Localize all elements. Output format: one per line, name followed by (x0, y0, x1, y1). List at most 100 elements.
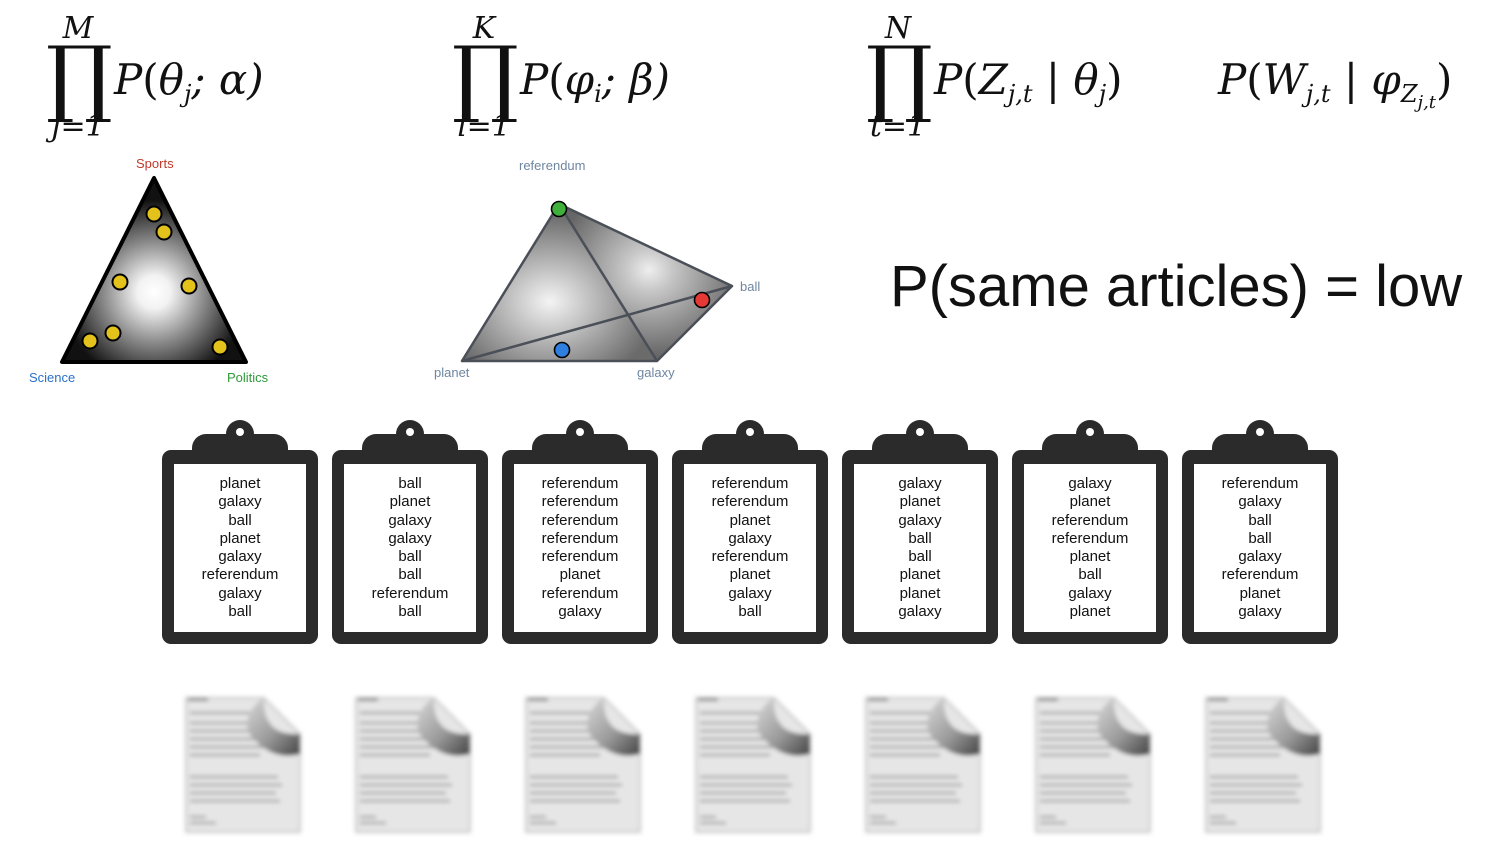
headline-probability: P(same articles) = low (890, 254, 1463, 319)
clipboard-clip-hole (746, 428, 754, 436)
topic-point (111, 273, 129, 291)
clipboard-word: galaxy (898, 603, 942, 621)
clipboard-word: planet (1239, 584, 1281, 602)
clipboard-word: ball (908, 529, 932, 547)
clipboard: planet galaxy ball planet galaxy referendum ga… (162, 418, 318, 646)
clipboard: referendum referendum planet galaxy referend… (672, 418, 828, 646)
clipboard-word: ball (228, 603, 252, 621)
clipboard-word: referendum (541, 493, 619, 511)
clipboard-word: planet (389, 493, 431, 511)
clipboard-word: galaxy (728, 584, 772, 602)
simplex-label-galaxy: galaxy (637, 365, 675, 380)
topic-point (104, 324, 122, 342)
clipboard-clip-hole (916, 428, 924, 436)
clipboard-word: ball (1078, 566, 1102, 584)
clipboard-word: planet (219, 475, 261, 492)
clipboard-word-list: planet galaxy ball planet galaxy referendum ga… (174, 475, 306, 621)
clipboard-word-list: referendum galaxy ball ball galaxy referendum… (1194, 475, 1326, 621)
document-icon (348, 692, 478, 842)
clipboard-word: ball (398, 548, 422, 566)
clipboard-word: galaxy (1068, 475, 1112, 492)
document-icon (1198, 692, 1328, 842)
product-lower-limit: i=1 (457, 109, 511, 144)
clipboard-word: referendum (541, 584, 619, 602)
word-simplex (460, 200, 734, 363)
topic-point (155, 223, 173, 241)
clipboard-word: referendum (371, 584, 449, 602)
clipboard-word: planet (1069, 603, 1111, 621)
clipboard-paper (1194, 464, 1326, 632)
clipboard-word-list: referendum referendum referendum referendum… (514, 475, 646, 621)
simplex-label-sports: Sports (136, 156, 174, 171)
clipboard-word: galaxy (898, 475, 942, 492)
clipboard-word: ball (1248, 529, 1272, 547)
simplex-label-referendum: referendum (519, 158, 586, 173)
topic-point (81, 332, 99, 350)
clipboard-word-list: ball planet galaxy galaxy ball ball referendum… (344, 475, 476, 621)
clipboard-word-list: galaxy planet referendum referendum planet ba… (1024, 475, 1156, 621)
clipboard-paper (1024, 464, 1156, 632)
clipboard-word: galaxy (728, 529, 772, 547)
clipboard-word: ball (228, 511, 252, 529)
simplex-label-science: Science (29, 370, 76, 385)
topic-points (81, 205, 229, 356)
formula-expression: P(φi; β) (520, 55, 670, 108)
clipboard: ball planet galaxy galaxy ball ball referendum… (332, 418, 488, 646)
clipboard: galaxy planet referendum referendum planet ba… (1012, 418, 1168, 646)
document-icon (858, 692, 988, 842)
clipboard-word: referendum (541, 475, 619, 492)
simplex-triangle (60, 176, 248, 364)
clipboard-paper (344, 464, 476, 632)
clipboard-word: ball (398, 603, 422, 621)
product-symbol: ∏ (866, 28, 933, 126)
clipboard: referendum referendum referendum referendum… (502, 418, 658, 646)
formula-expression: P(θj; α) (114, 55, 264, 108)
clipboard-word: referendum (201, 566, 279, 584)
tetra-face-right (559, 204, 732, 361)
product-symbol: ∏ (46, 28, 113, 126)
product-symbol: ∏ (452, 28, 519, 126)
clipboard-paper (514, 464, 646, 632)
document-icon (518, 692, 648, 842)
formula-theta-prior: M ∏ j=1 P(θj; α) (46, 0, 306, 150)
clipboard-clip-hole (406, 428, 414, 436)
topic-simplex (60, 176, 248, 364)
clipboard-word: galaxy (218, 548, 262, 566)
clipboard-word: ball (1248, 511, 1272, 529)
word-point-green (550, 200, 568, 218)
formula-word-emission: P(Wj,t | φZj,t) (1218, 0, 1494, 150)
document-icon (1028, 692, 1158, 842)
clipboard-word: planet (729, 511, 771, 529)
clipboard-word: galaxy (218, 493, 262, 511)
clipboard-word: ball (398, 475, 422, 492)
product-lower-limit: t=1 (869, 109, 927, 144)
clipboard-word: galaxy (1238, 603, 1282, 621)
product-lower-limit: j=1 (51, 109, 105, 144)
clipboard-word: planet (1069, 548, 1111, 566)
clipboard-clip-hole (1086, 428, 1094, 436)
clipboard-word: referendum (541, 529, 619, 547)
clipboard-word-list: galaxy planet galaxy ball ball planet planet ga… (854, 475, 986, 621)
simplex-label-ball: ball (740, 279, 761, 294)
topic-point (145, 205, 163, 223)
tetra-face-left (462, 204, 657, 361)
clipboard-word: galaxy (558, 603, 602, 621)
clipboard-word: planet (219, 529, 261, 547)
formula-phi-prior: K ∏ i=1 P(φi; β) (452, 0, 712, 150)
clipboard-paper (684, 464, 816, 632)
clipboard-word: planet (559, 566, 601, 584)
product-upper-limit: M (62, 11, 94, 46)
clipboard-word: galaxy (1238, 548, 1282, 566)
clipboard-clip-hole (236, 428, 244, 436)
clipboard-word: referendum (1221, 566, 1299, 584)
topic-point (211, 338, 229, 356)
topic-point (180, 277, 198, 295)
word-point-red (693, 291, 711, 309)
clipboard-word: referendum (1051, 529, 1129, 547)
clipboard-clip-hole (576, 428, 584, 436)
product-upper-limit: N (884, 11, 912, 46)
clipboard-word: referendum (541, 511, 619, 529)
clipboard-word: planet (729, 566, 771, 584)
formula-expression: P(Wj,t | φZj,t) (1218, 55, 1453, 113)
clipboard-word: planet (1069, 493, 1111, 511)
